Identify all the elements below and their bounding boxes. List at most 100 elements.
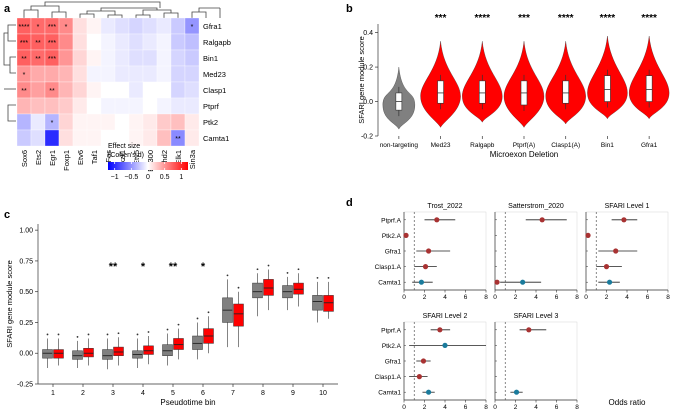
row-label: Ptprf.A xyxy=(381,217,402,224)
heatmap-cell xyxy=(100,49,116,67)
x-tick-label: Ptprf(A) xyxy=(513,142,535,149)
box-outlier xyxy=(226,274,229,277)
y-tick-label: 1.00 xyxy=(19,228,33,235)
heatmap-cell xyxy=(142,65,158,83)
heatmap-significance: *** xyxy=(48,56,56,63)
box-outlier xyxy=(297,268,300,271)
y-tick-label: 0.2 xyxy=(363,65,373,72)
colorbar xyxy=(108,162,188,170)
x-tick-label: 0 xyxy=(402,294,406,301)
heatmap-cell xyxy=(86,129,102,147)
x-tick-label: 6 xyxy=(201,390,205,397)
heatmap-cell xyxy=(72,65,88,83)
heatmap-cell xyxy=(72,17,88,35)
x-tick-label: 4 xyxy=(141,390,145,397)
heatmap-cell xyxy=(30,65,46,83)
heatmap-cell xyxy=(58,65,74,83)
heatmap-cell xyxy=(44,97,60,115)
colorbar-tick-label: 1 xyxy=(179,174,183,181)
panel-label-d: d xyxy=(346,197,353,209)
x-tick-label: 10 xyxy=(319,390,327,397)
heatmap-significance: * xyxy=(37,24,40,31)
heatmap-cell xyxy=(156,49,172,67)
heatmap-cell xyxy=(16,97,32,115)
x-tick-label: 0 xyxy=(493,294,497,301)
heatmap-cell xyxy=(142,17,158,35)
heatmap-cell xyxy=(184,113,200,131)
x-axis-title: Pseudotime bin xyxy=(160,398,215,407)
heatmap-cell xyxy=(156,97,172,115)
colorbar-legend: Effect size (Cohen's d) −1 −0.5 0 0.5 1 xyxy=(108,143,188,181)
box-iqr xyxy=(233,303,244,327)
heatmap-cell xyxy=(128,33,144,51)
x-tick-label: Gfra1 xyxy=(641,142,658,149)
y-tick-label: 0.0 xyxy=(363,99,373,106)
heatmap-cell xyxy=(156,33,172,51)
facet-frame xyxy=(494,321,578,401)
odds-ratio-point xyxy=(613,248,619,254)
box-iqr xyxy=(192,335,203,350)
row-label: Clasp1.A xyxy=(375,374,402,381)
heatmap-cell xyxy=(16,113,32,131)
x-tick-label: 9 xyxy=(291,390,295,397)
heatmap-cell xyxy=(128,81,144,99)
x-tick-label: 2 xyxy=(81,390,85,397)
heatmap-cell xyxy=(170,113,186,131)
heatmap-cell xyxy=(128,49,144,67)
heatmap-cell xyxy=(128,17,144,35)
heatmap-cell xyxy=(114,113,130,131)
box-outlier xyxy=(57,333,60,336)
heatmap-cell xyxy=(142,113,158,131)
panel-label-a: a xyxy=(4,3,11,15)
significance-stars: * xyxy=(141,261,146,273)
box-iqr xyxy=(173,338,184,350)
heatmap-column-label: Chd2 xyxy=(160,150,169,168)
odds-ratio-point xyxy=(418,279,425,285)
heatmap-cell xyxy=(128,97,144,115)
panel-label-b: b xyxy=(346,3,353,15)
box-iqr xyxy=(312,295,323,311)
box-iqr xyxy=(83,348,94,358)
box-outlier xyxy=(196,317,199,320)
heatmap-significance: ** xyxy=(175,136,181,143)
heatmap-column-label: Sox6 xyxy=(20,150,29,167)
heatmap-cell xyxy=(100,81,116,99)
x-tick-label: 8 xyxy=(666,294,670,301)
box-iqr xyxy=(53,349,64,359)
heatmap-column-label: Taf1 xyxy=(90,150,99,164)
box-iqr xyxy=(143,345,154,355)
heatmap-row-label: Ptk2 xyxy=(203,118,218,127)
heatmap-cell xyxy=(184,97,200,115)
box-iqr xyxy=(252,282,263,299)
heatmap-cell xyxy=(184,49,200,67)
x-tick-label: 8 xyxy=(261,390,265,397)
significance-stars: *** xyxy=(435,13,447,24)
heatmap-cell xyxy=(170,81,186,99)
x-tick-label: 0 xyxy=(402,404,406,411)
odds-ratio-point xyxy=(422,264,429,270)
legend-title-line1: Effect size xyxy=(108,143,140,150)
heatmap-significance: ** xyxy=(21,56,27,63)
heatmap-cell xyxy=(16,129,32,147)
heatmap-row-label: Gfra1 xyxy=(203,22,222,31)
x-tick-label: 6 xyxy=(646,294,650,301)
x-tick-label: 8 xyxy=(484,294,488,301)
x-tick-label: 8 xyxy=(575,404,579,411)
x-axis-title: Microexon Deletion xyxy=(490,150,558,159)
significance-stars: **** xyxy=(600,13,616,24)
heatmap-column-label: Sin3a xyxy=(188,149,197,169)
heatmap-cell xyxy=(142,129,158,147)
heatmap-cell xyxy=(184,129,200,147)
column-dendrogram xyxy=(23,1,221,18)
box-iqr xyxy=(323,295,334,312)
box-outlier xyxy=(46,333,49,336)
heatmap-cell xyxy=(58,49,74,67)
panel-label-c: c xyxy=(4,209,10,221)
heatmap-cell xyxy=(44,129,60,147)
y-tick-label: 0.00 xyxy=(19,351,33,358)
box-iqr xyxy=(162,344,173,356)
significance-stars: ** xyxy=(169,261,178,273)
odds-ratio-point xyxy=(437,327,443,333)
significance-stars: * xyxy=(201,261,206,273)
